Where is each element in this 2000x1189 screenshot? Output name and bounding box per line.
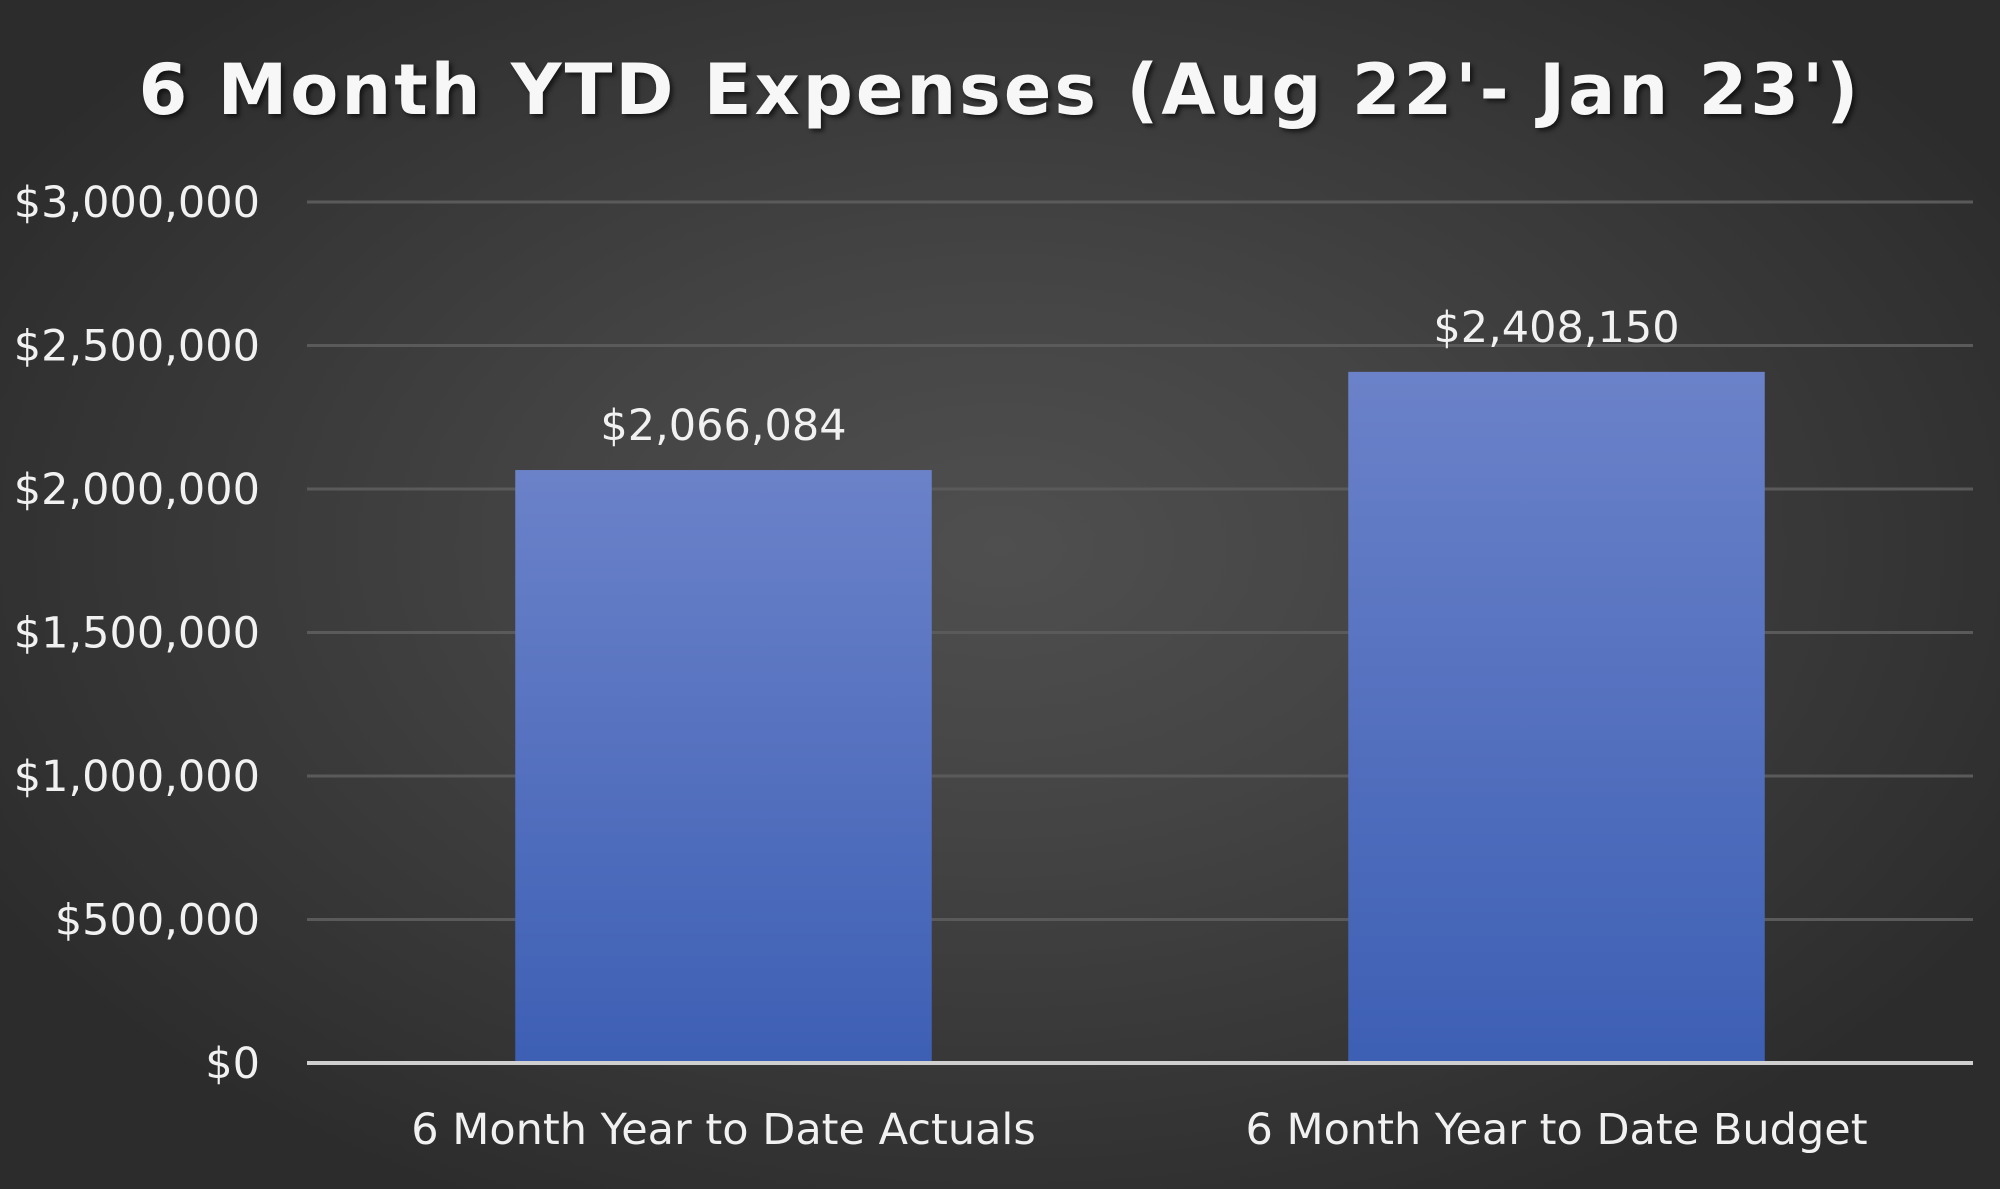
y-tick-label: $1,000,000 (14, 752, 260, 802)
x-category-label: 6 Month Year to Date Actuals (411, 1105, 1036, 1155)
x-axis-category-labels: 6 Month Year to Date Actuals 6 Month Year… (411, 1105, 1867, 1155)
bars (515, 371, 1765, 1063)
x-category-label: 6 Month Year to Date Budget (1245, 1105, 1867, 1155)
bar (1348, 371, 1765, 1063)
chart-title: 6 Month YTD Expenses (Aug 22'- Jan 23') (138, 49, 1862, 131)
y-tick-label: $2,000,000 (14, 465, 260, 515)
bar-data-label: $2,066,084 (600, 401, 846, 451)
y-tick-label: $0 (205, 1039, 260, 1089)
bar-data-label: $2,408,150 (1433, 303, 1679, 353)
bar (515, 470, 932, 1063)
data-labels: $2,066,084 $2,408,150 (600, 303, 1679, 451)
y-tick-label: $2,500,000 (14, 322, 260, 372)
y-tick-label: $1,500,000 (14, 609, 260, 659)
y-tick-label: $500,000 (55, 896, 260, 946)
y-tick-label: $3,000,000 (14, 178, 260, 228)
y-axis-tick-labels: $0 $500,000 $1,000,000 $1,500,000 $2,000,000… (14, 178, 260, 1089)
